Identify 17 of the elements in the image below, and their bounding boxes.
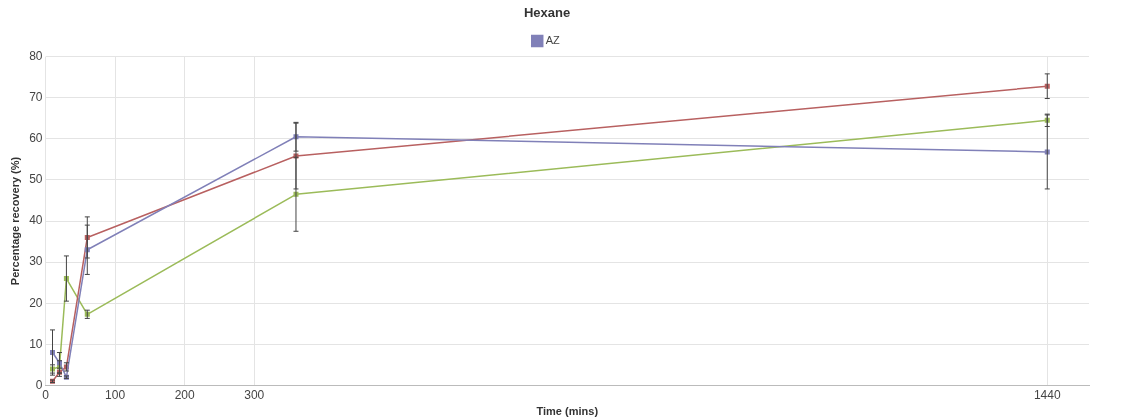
y-tick-label: 20 (29, 295, 43, 310)
x-tick-label: 100 (105, 387, 126, 402)
y-tick-label: 0 (35, 377, 43, 392)
x-tick-label: 300 (244, 387, 265, 402)
y-tick-label: 50 (29, 172, 43, 187)
legend-label: AZ (545, 34, 561, 47)
chart-title: Hexane (523, 5, 571, 21)
x-tick-label: 200 (174, 387, 196, 402)
y-tick-label: 10 (29, 336, 43, 351)
y-tick-label: 40 (29, 213, 43, 228)
x-axis-title: Time (mins) (536, 405, 599, 418)
y-tick-label: 80 (29, 48, 43, 63)
y-tick-label: 70 (29, 90, 43, 105)
y-tick-label: 60 (29, 131, 43, 146)
x-tick-label: 1440 (1033, 387, 1061, 402)
y-axis-title: Percentage recovery (%) (8, 156, 21, 286)
y-tick-label: 30 (29, 254, 43, 269)
